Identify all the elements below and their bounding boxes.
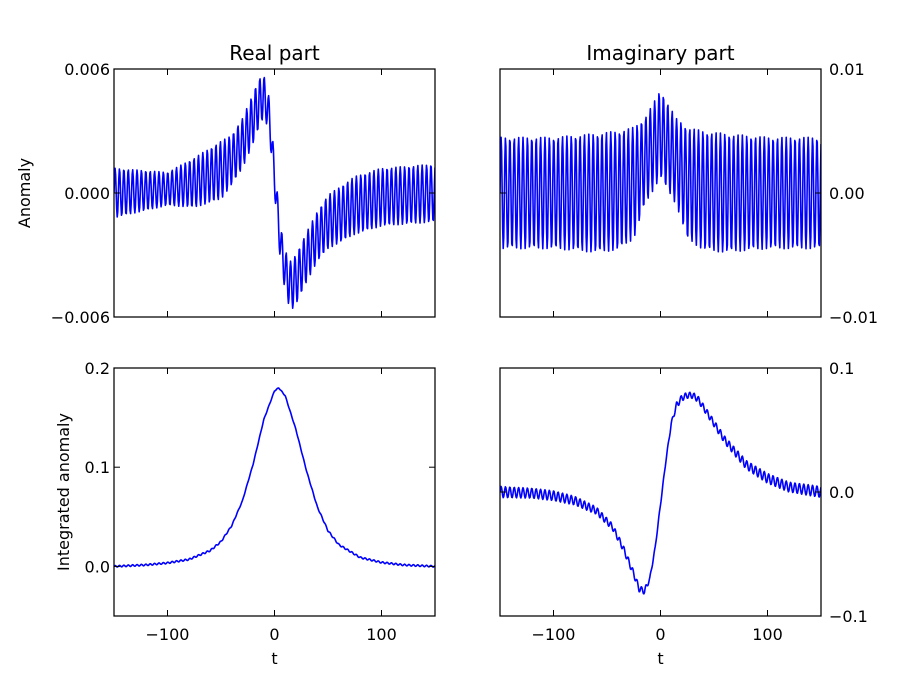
x-tick-label: 100 [752,625,783,644]
y-tick-label: 0.01 [829,60,865,79]
axes-frame [113,68,436,318]
y-axis-label: Anomaly [15,158,34,228]
plot-area [114,387,435,568]
imaginary-part-anomaly-panel: Imaginary part −0.01 0.00 0.01 [499,41,878,327]
axes-frame [499,367,822,617]
x-tick-label: 100 [366,625,397,644]
series-line [114,387,435,568]
y-tick-label: 0.00 [829,184,865,203]
y-tick-label: −0.1 [829,607,868,626]
y-tick-label: −0.01 [829,308,878,327]
x-tick-label: 0 [655,625,665,644]
plot-area [500,391,821,595]
axes-frame [113,367,436,617]
y-tick-label: 0.1 [829,359,854,378]
x-tick-label: −100 [532,625,576,644]
y-axis-label: Integrated anomaly [54,413,73,571]
y-tick-label: 0.1 [85,458,110,477]
plot-area [500,93,821,253]
real-part-integrated-panel: Integrated anomaly t −100 0 100 0.0 0.1 0.2 [54,359,436,668]
x-tick-label: 0 [269,625,279,644]
plot-area [114,76,435,309]
series-line [500,391,821,595]
x-tick-label: −100 [146,625,190,644]
y-tick-label: −0.006 [51,308,110,327]
imaginary-part-integrated-panel: t −100 0 100 −0.1 0.0 0.1 [499,359,868,668]
real-part-anomaly-panel: Real part Anomaly −0.006 0.000 0.006 [15,41,436,327]
y-tick-label: 0.006 [64,60,110,79]
y-tick-label: 0.0 [85,557,110,576]
series-line [114,76,435,309]
series-line [500,93,821,253]
y-tick-label: 0.0 [829,483,854,502]
y-tick-label: 0.000 [64,184,110,203]
panel-title: Imaginary part [586,41,734,65]
axes-frame [499,68,822,318]
x-axis-label: t [657,649,663,668]
panel-title: Real part [229,41,320,65]
y-tick-label: 0.2 [85,359,110,378]
x-axis-label: t [271,649,277,668]
